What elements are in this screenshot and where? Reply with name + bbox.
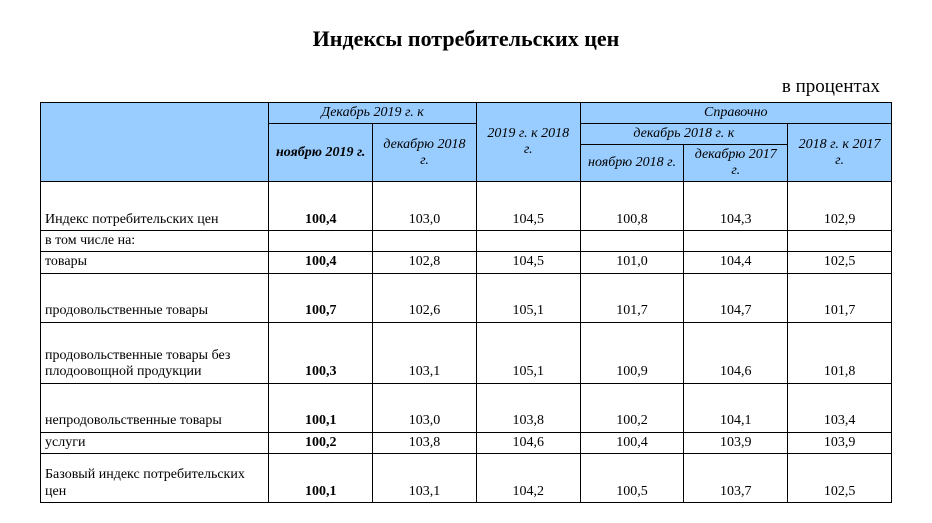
cell-value: [476, 231, 580, 252]
header-dec2018: декабрю 2018 г.: [373, 124, 477, 182]
cell-value: 104,3: [684, 182, 788, 231]
cell-value: 100,4: [269, 182, 373, 231]
cell-value: 101,7: [788, 273, 892, 322]
table-row: услуги100,2103,8104,6100,4103,9103,9: [41, 432, 892, 453]
cell-value: 105,1: [476, 273, 580, 322]
cell-value: 102,5: [788, 252, 892, 273]
cell-value: [788, 231, 892, 252]
row-label: непродовольственные товары: [41, 383, 269, 432]
cell-value: 104,7: [684, 273, 788, 322]
cell-value: 102,5: [788, 453, 892, 502]
row-label: в том числе на:: [41, 231, 269, 252]
cell-value: 101,8: [788, 322, 892, 383]
row-label: Базовый индекс потребительских цен: [41, 453, 269, 502]
cell-value: [373, 231, 477, 252]
table-row: непродовольственные товары100,1103,0103,…: [41, 383, 892, 432]
header-group-reference: Справочно: [580, 103, 891, 124]
row-label: продовольственные товары без плодо­овощн…: [41, 322, 269, 383]
cell-value: 105,1: [476, 322, 580, 383]
cell-value: 100,5: [580, 453, 684, 502]
cell-value: 100,2: [269, 432, 373, 453]
table-header: Декабрь 2019 г. к 2019 г. к 2018 г. Спра…: [41, 103, 892, 182]
header-nov2018: ноябрю 2018 г.: [580, 145, 684, 182]
row-label: Индекс потребительских цен: [41, 182, 269, 231]
page-title: Индексы потребительских цен: [40, 26, 892, 52]
cell-value: 104,5: [476, 252, 580, 273]
header-2018-to-2017: 2018 г. к 2017 г.: [788, 124, 892, 182]
cell-value: 103,0: [373, 383, 477, 432]
cell-value: 100,8: [580, 182, 684, 231]
header-nov2019: ноябрю 2019 г.: [269, 124, 373, 182]
cell-value: [580, 231, 684, 252]
row-label: услуги: [41, 432, 269, 453]
cell-value: 104,5: [476, 182, 580, 231]
cell-value: 103,8: [476, 383, 580, 432]
cell-value: 100,4: [580, 432, 684, 453]
table-row: Базовый индекс потребительских цен100,11…: [41, 453, 892, 502]
cell-value: 103,0: [373, 182, 477, 231]
row-label: продовольственные товары: [41, 273, 269, 322]
cell-value: 103,1: [373, 453, 477, 502]
cell-value: 103,1: [373, 322, 477, 383]
header-group-dec2018: декабрь 2018 г. к: [580, 124, 788, 145]
cell-value: 103,8: [373, 432, 477, 453]
cell-value: 102,6: [373, 273, 477, 322]
cell-value: 102,9: [788, 182, 892, 231]
cell-value: 100,7: [269, 273, 373, 322]
cell-value: 104,6: [476, 432, 580, 453]
cell-value: 104,1: [684, 383, 788, 432]
cell-value: 101,7: [580, 273, 684, 322]
header-2019-to-2018: 2019 г. к 2018 г.: [476, 103, 580, 182]
cell-value: 100,1: [269, 383, 373, 432]
table-body: Индекс потребительских цен100,4103,0104,…: [41, 182, 892, 502]
header-dec2017: декабрю 2017 г.: [684, 145, 788, 182]
cell-value: 100,3: [269, 322, 373, 383]
header-group-dec2019: Декабрь 2019 г. к: [269, 103, 477, 124]
cell-value: 103,4: [788, 383, 892, 432]
cell-value: 101,0: [580, 252, 684, 273]
cpi-table: Декабрь 2019 г. к 2019 г. к 2018 г. Спра…: [40, 102, 892, 503]
cell-value: 100,1: [269, 453, 373, 502]
table-row: продовольственные товары100,7102,6105,11…: [41, 273, 892, 322]
cell-value: 100,4: [269, 252, 373, 273]
table-row: продовольственные товары без плодо­овощн…: [41, 322, 892, 383]
cell-value: [684, 231, 788, 252]
cell-value: 104,4: [684, 252, 788, 273]
row-label: товары: [41, 252, 269, 273]
cell-value: 100,2: [580, 383, 684, 432]
cell-value: 102,8: [373, 252, 477, 273]
cell-value: 103,9: [684, 432, 788, 453]
table-row: товары100,4102,8104,5101,0104,4102,5: [41, 252, 892, 273]
cell-value: 103,9: [788, 432, 892, 453]
cell-value: [269, 231, 373, 252]
cell-value: 104,6: [684, 322, 788, 383]
table-row: Индекс потребительских цен100,4103,0104,…: [41, 182, 892, 231]
header-blank: [41, 103, 269, 182]
cell-value: 103,7: [684, 453, 788, 502]
cell-value: 100,9: [580, 322, 684, 383]
unit-label: в процентах: [40, 76, 880, 98]
cell-value: 104,2: [476, 453, 580, 502]
table-row: в том числе на:: [41, 231, 892, 252]
